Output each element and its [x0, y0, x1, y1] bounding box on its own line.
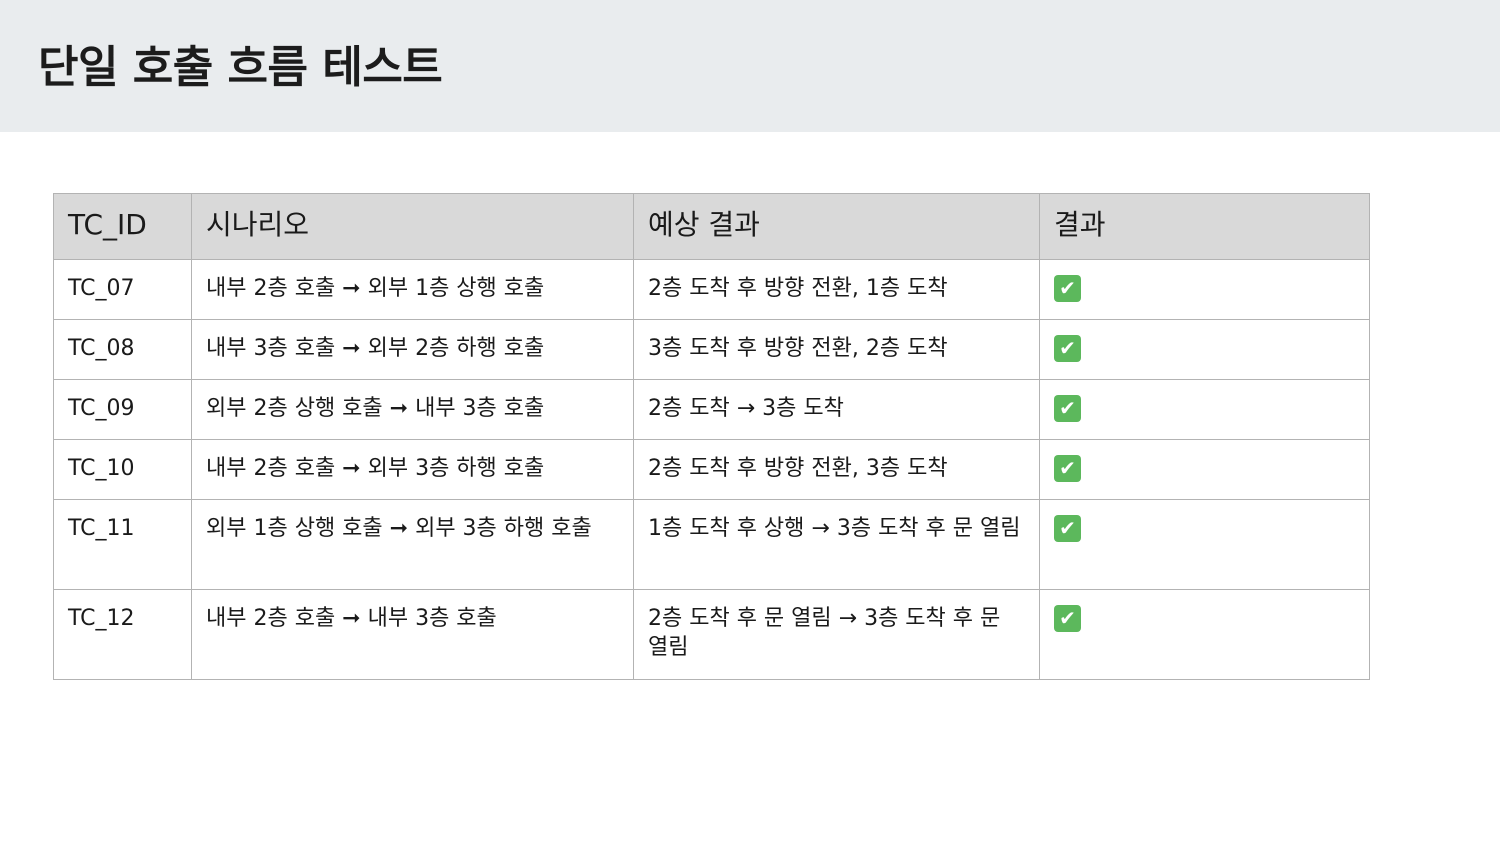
check-mark-icon: ✔: [1054, 275, 1081, 302]
table-row: TC_09 외부 2층 상행 호출 ➞ 내부 3층 호출 2층 도착 → 3층 …: [53, 379, 1370, 440]
cell-scenario: 내부 3층 호출 ➞ 외부 2층 하행 호출: [191, 319, 634, 380]
check-mark-icon: ✔: [1054, 605, 1081, 632]
cell-tc-id: TC_10: [53, 439, 192, 500]
check-mark-icon: ✔: [1054, 515, 1081, 542]
cell-expected: 2층 도착 → 3층 도착: [633, 379, 1040, 440]
table-row: TC_08 내부 3층 호출 ➞ 외부 2층 하행 호출 3층 도착 후 방향 …: [53, 319, 1370, 380]
table-row: TC_10 내부 2층 호출 ➞ 외부 3층 하행 호출 2층 도착 후 방향 …: [53, 439, 1370, 500]
cell-expected: 2층 도착 후 방향 전환, 1층 도착: [633, 259, 1040, 320]
cell-result: ✔: [1039, 319, 1370, 380]
cell-result: ✔: [1039, 439, 1370, 500]
column-header-scenario: 시나리오: [191, 193, 634, 260]
page-title: 단일 호출 흐름 테스트: [38, 42, 443, 93]
cell-tc-id: TC_07: [53, 259, 192, 320]
check-mark-icon: ✔: [1054, 335, 1081, 362]
cell-tc-id: TC_12: [53, 589, 192, 680]
cell-expected: 2층 도착 후 방향 전환, 3층 도착: [633, 439, 1040, 500]
column-header-result: 결과: [1039, 193, 1370, 260]
cell-scenario: 내부 2층 호출 ➞ 외부 3층 하행 호출: [191, 439, 634, 500]
cell-scenario: 내부 2층 호출 ➞ 내부 3층 호출: [191, 589, 634, 680]
cell-scenario: 내부 2층 호출 ➞ 외부 1층 상행 호출: [191, 259, 634, 320]
cell-scenario: 외부 1층 상행 호출 ➞ 외부 3층 하행 호출: [191, 499, 634, 590]
cell-tc-id: TC_08: [53, 319, 192, 380]
table-header-row: TC_ID 시나리오 예상 결과 결과: [53, 193, 1370, 260]
cell-result: ✔: [1039, 499, 1370, 590]
cell-result: ✔: [1039, 379, 1370, 440]
cell-scenario: 외부 2층 상행 호출 ➞ 내부 3층 호출: [191, 379, 634, 440]
cell-result: ✔: [1039, 259, 1370, 320]
cell-tc-id: TC_09: [53, 379, 192, 440]
test-case-table: TC_ID 시나리오 예상 결과 결과 TC_07 내부 2층 호출 ➞ 외부 …: [53, 193, 1370, 680]
cell-expected: 2층 도착 후 문 열림 → 3층 도착 후 문 열림: [633, 589, 1040, 680]
column-header-tc-id: TC_ID: [53, 193, 192, 260]
column-header-expected: 예상 결과: [633, 193, 1040, 260]
check-mark-icon: ✔: [1054, 395, 1081, 422]
cell-result: ✔: [1039, 589, 1370, 680]
table-row: TC_11 외부 1층 상행 호출 ➞ 외부 3층 하행 호출 1층 도착 후 …: [53, 499, 1370, 590]
check-mark-icon: ✔: [1054, 455, 1081, 482]
table-row: TC_07 내부 2층 호출 ➞ 외부 1층 상행 호출 2층 도착 후 방향 …: [53, 259, 1370, 320]
cell-tc-id: TC_11: [53, 499, 192, 590]
table-row: TC_12 내부 2층 호출 ➞ 내부 3층 호출 2층 도착 후 문 열림 →…: [53, 589, 1370, 680]
title-band: 단일 호출 흐름 테스트: [0, 0, 1500, 132]
cell-expected: 3층 도착 후 방향 전환, 2층 도착: [633, 319, 1040, 380]
cell-expected: 1층 도착 후 상행 → 3층 도착 후 문 열림: [633, 499, 1040, 590]
